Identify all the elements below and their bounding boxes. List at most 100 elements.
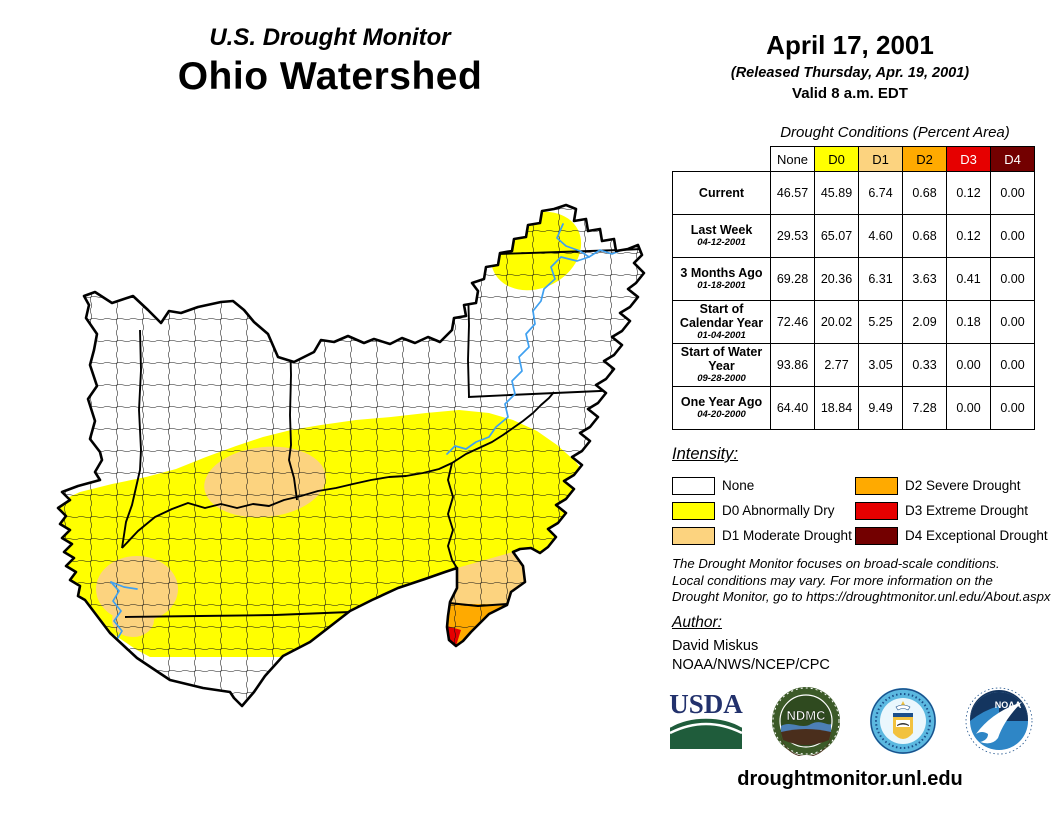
wabash-branch — [110, 581, 138, 590]
value-cell: 4.60 — [858, 214, 903, 258]
value-cell: 0.12 — [946, 214, 991, 258]
d3-swatch — [855, 501, 898, 520]
title-block: U.S. Drought Monitor Ohio Watershed — [0, 24, 660, 99]
legend-item-d4: D4 Exceptional Drought — [855, 523, 1054, 548]
legend-item-d2: D2 Severe Drought — [855, 473, 1054, 498]
site-url: droughtmonitor.unl.edu — [737, 768, 963, 790]
author-name: David Miskus — [672, 638, 759, 654]
drought-conditions-table: None D0 D1 D2 D3 D4 Current 46.57 45.89 … — [672, 146, 1035, 430]
author-org: NOAA/NWS/NCEP/CPC — [672, 657, 830, 673]
table-spacer-cell — [673, 147, 771, 172]
value-cell: 0.12 — [946, 171, 991, 215]
row-label: Current — [672, 171, 771, 215]
map-date: April 17, 2001 — [766, 30, 934, 60]
col-header-d4: D4 — [990, 146, 1035, 172]
usda-logo: USDA — [669, 689, 743, 749]
state-boundaries — [121, 248, 642, 618]
legend-item-d3: D3 Extreme Drought — [855, 498, 1054, 523]
value-cell: 20.02 — [814, 300, 859, 344]
value-cell: 2.77 — [814, 343, 859, 387]
table-header-row: None D0 D1 D2 D3 D4 — [673, 146, 1035, 172]
value-cell: 0.00 — [990, 257, 1035, 301]
allegheny-river — [446, 223, 590, 455]
legend-label: D4 Exceptional Drought — [905, 528, 1048, 543]
value-cell: 0.00 — [990, 214, 1035, 258]
noaa-logo-text: NOAA — [995, 700, 1022, 710]
legend-label: D0 Abnormally Dry — [722, 503, 835, 518]
value-cell: 6.31 — [858, 257, 903, 301]
doc-seal-logo — [869, 688, 936, 754]
legend-item-d0: D0 Abnormally Dry — [672, 498, 855, 523]
legend-label: None — [722, 478, 755, 493]
table-caption: Drought Conditions (Percent Area) — [780, 124, 1010, 141]
d4-swatch — [855, 526, 898, 545]
value-cell: 0.00 — [946, 386, 991, 430]
legend-label: D1 Moderate Drought — [722, 528, 852, 543]
value-cell: 9.49 — [858, 386, 903, 430]
value-cell: 0.00 — [946, 343, 991, 387]
value-cell: 3.05 — [858, 343, 903, 387]
intensity-legend: Intensity: None D0 Abnormally Dry D1 Mod… — [672, 445, 1054, 548]
none-swatch — [672, 476, 715, 495]
col-header-d0: D0 — [814, 146, 859, 172]
value-cell: 0.00 — [990, 343, 1035, 387]
d1-swatch — [672, 526, 715, 545]
value-cell: 20.36 — [814, 257, 859, 301]
value-cell: 18.84 — [814, 386, 859, 430]
disclaimer: The Drought Monitor focuses on broad-sca… — [672, 556, 1051, 604]
valid-time: Valid 8 a.m. EDT — [792, 85, 908, 102]
value-cell: 0.18 — [946, 300, 991, 344]
table-row: 3 Months Ago 01-18-2001 69.28 20.36 6.31 … — [672, 257, 1035, 301]
usda-logo-text: USDA — [669, 689, 743, 719]
page-title: Ohio Watershed — [177, 55, 483, 98]
value-cell: 64.40 — [770, 386, 815, 430]
table-row: Start of Water Year 09-28-2000 93.86 2.77… — [672, 343, 1035, 387]
row-label: Start of Calendar Year 01-04-2001 — [672, 300, 771, 344]
value-cell: 0.00 — [990, 386, 1035, 430]
legend-label: D2 Severe Drought — [905, 478, 1021, 493]
value-cell: 29.53 — [770, 214, 815, 258]
agency-logos: USDA NDMC — [668, 686, 1034, 756]
ndmc-logo-text: NDMC — [787, 708, 827, 723]
row-label: One Year Ago 04-20-2000 — [672, 386, 771, 430]
value-cell: 7.28 — [902, 386, 947, 430]
table-row: Current 46.57 45.89 6.74 0.68 0.12 0.00 — [672, 171, 1035, 215]
d0-swatch — [672, 501, 715, 520]
value-cell: 6.74 — [858, 171, 903, 215]
drought-map — [0, 196, 660, 720]
county-boundaries — [58, 205, 644, 706]
table-row: One Year Ago 04-20-2000 64.40 18.84 9.49 … — [672, 386, 1035, 430]
release-date: (Released Thursday, Apr. 19, 2001) — [730, 65, 970, 81]
row-label: 3 Months Ago 01-18-2001 — [672, 257, 771, 301]
value-cell: 45.89 — [814, 171, 859, 215]
value-cell: 46.57 — [770, 171, 815, 215]
value-cell: 72.46 — [770, 300, 815, 344]
col-header-none: None — [770, 146, 815, 172]
ndmc-logo: NDMC — [772, 687, 841, 756]
col-header-d3: D3 — [946, 146, 991, 172]
page-title-kicker: U.S. Drought Monitor — [209, 24, 451, 51]
value-cell: 69.28 — [770, 257, 815, 301]
row-label: Start of Water Year 09-28-2000 — [672, 343, 771, 387]
value-cell: 0.33 — [902, 343, 947, 387]
col-header-d2: D2 — [902, 146, 947, 172]
legend-item-none: None — [672, 473, 855, 498]
date-block: April 17, 2001 (Released Thursday, Apr. … — [666, 30, 1034, 102]
noaa-logo: NOAA — [964, 687, 1033, 755]
value-cell: 0.68 — [902, 214, 947, 258]
table-row: Last Week 04-12-2001 29.53 65.07 4.60 0.6… — [672, 214, 1035, 258]
value-cell: 65.07 — [814, 214, 859, 258]
table-row: Start of Calendar Year 01-04-2001 72.46 2… — [672, 300, 1035, 344]
value-cell: 93.86 — [770, 343, 815, 387]
author-heading: Author: — [672, 614, 722, 631]
value-cell: 0.68 — [902, 171, 947, 215]
legend-item-d1: D1 Moderate Drought — [672, 523, 855, 548]
value-cell: 5.25 — [858, 300, 903, 344]
value-cell: 0.00 — [990, 300, 1035, 344]
col-header-d1: D1 — [858, 146, 903, 172]
value-cell: 0.41 — [946, 257, 991, 301]
value-cell: 0.00 — [990, 171, 1035, 215]
value-cell: 2.09 — [902, 300, 947, 344]
legend-heading: Intensity: — [672, 445, 739, 463]
